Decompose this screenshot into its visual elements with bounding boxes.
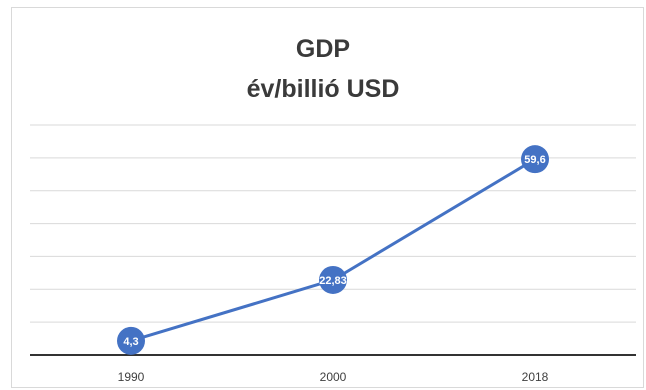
series-line (130, 157, 536, 343)
data-point (117, 326, 145, 355)
data-label: 4,3 (123, 336, 138, 348)
x-tick-label: 1990 (118, 370, 145, 384)
data-point (521, 145, 549, 174)
data-label: 22,83 (319, 275, 347, 287)
x-tick-label: 2018 (522, 370, 549, 384)
chart-frame (11, 7, 644, 388)
chart-title-line-2: év/billió USD (246, 75, 400, 103)
data-label: 59,6 (524, 154, 545, 166)
chart-title-line-1: GDP (295, 35, 351, 63)
data-point (319, 265, 347, 294)
x-tick-label: 2000 (320, 370, 347, 384)
